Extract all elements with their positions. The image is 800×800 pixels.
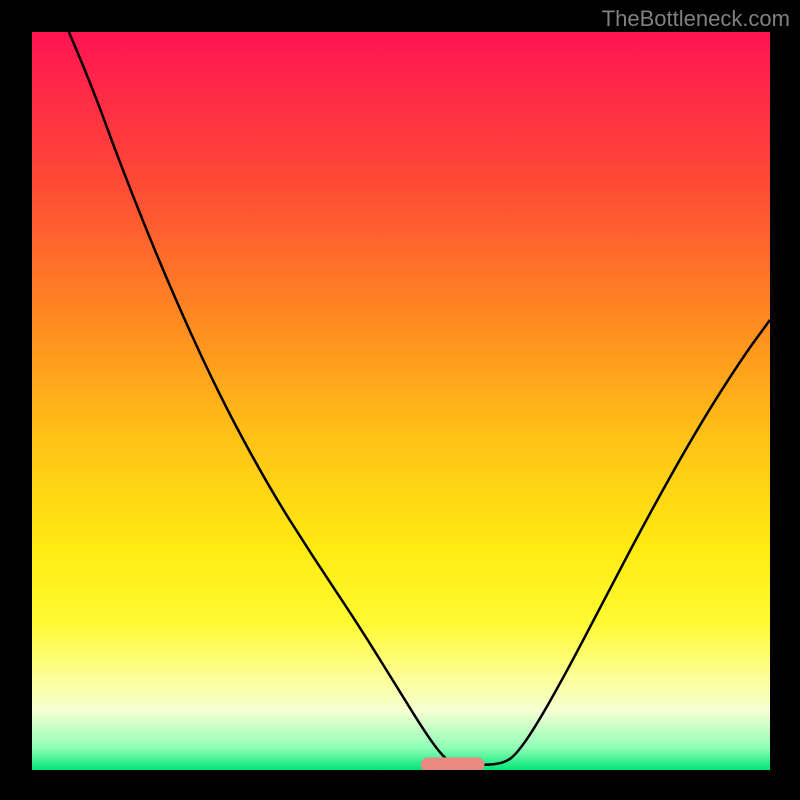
plot-area (32, 32, 770, 770)
minimum-marker (421, 758, 484, 770)
curve-layer (32, 32, 770, 770)
chart-canvas: TheBottleneck.com (0, 0, 800, 800)
bottleneck-curve (69, 32, 770, 765)
watermark-text: TheBottleneck.com (602, 6, 790, 32)
